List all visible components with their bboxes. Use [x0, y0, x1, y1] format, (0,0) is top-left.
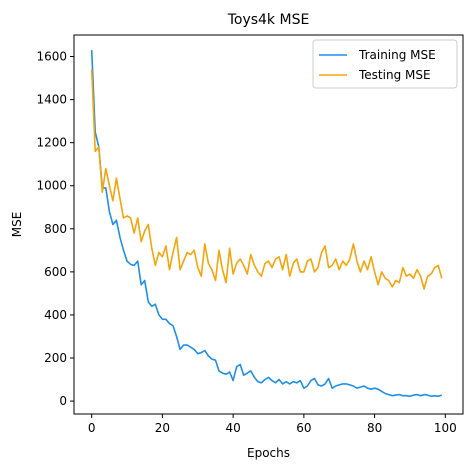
- x-tick-label: 80: [367, 421, 382, 435]
- y-tick-label: 1400: [36, 93, 67, 107]
- x-axis-label: Epochs: [247, 446, 290, 460]
- y-tick-label: 0: [59, 394, 67, 408]
- series-lines: [92, 50, 442, 396]
- y-tick-label: 200: [44, 351, 67, 365]
- y-axis-ticks: 0 200 400 600 800 1000 1200 1400 1600: [36, 50, 74, 409]
- y-tick-label: 600: [44, 265, 67, 279]
- x-tick-label: 100: [434, 421, 457, 435]
- y-tick-label: 800: [44, 222, 67, 236]
- legend-label-testing: Testing MSE: [358, 68, 431, 82]
- y-tick-label: 1000: [36, 179, 67, 193]
- x-tick-label: 20: [155, 421, 170, 435]
- y-tick-label: 1600: [36, 50, 67, 64]
- x-axis-ticks: 0 20 40 60 80 100: [88, 414, 457, 435]
- legend: Training MSE Testing MSE: [313, 40, 457, 88]
- legend-label-training: Training MSE: [358, 48, 436, 62]
- y-tick-label: 400: [44, 308, 67, 322]
- x-tick-label: 0: [88, 421, 96, 435]
- x-tick-label: 60: [296, 421, 311, 435]
- series-line-training: [92, 50, 442, 396]
- chart-title: Toys4k MSE: [227, 12, 310, 28]
- y-tick-label: 1200: [36, 136, 67, 150]
- y-axis-label: MSE: [10, 212, 24, 238]
- x-tick-label: 40: [225, 421, 240, 435]
- series-line-testing: [92, 70, 442, 290]
